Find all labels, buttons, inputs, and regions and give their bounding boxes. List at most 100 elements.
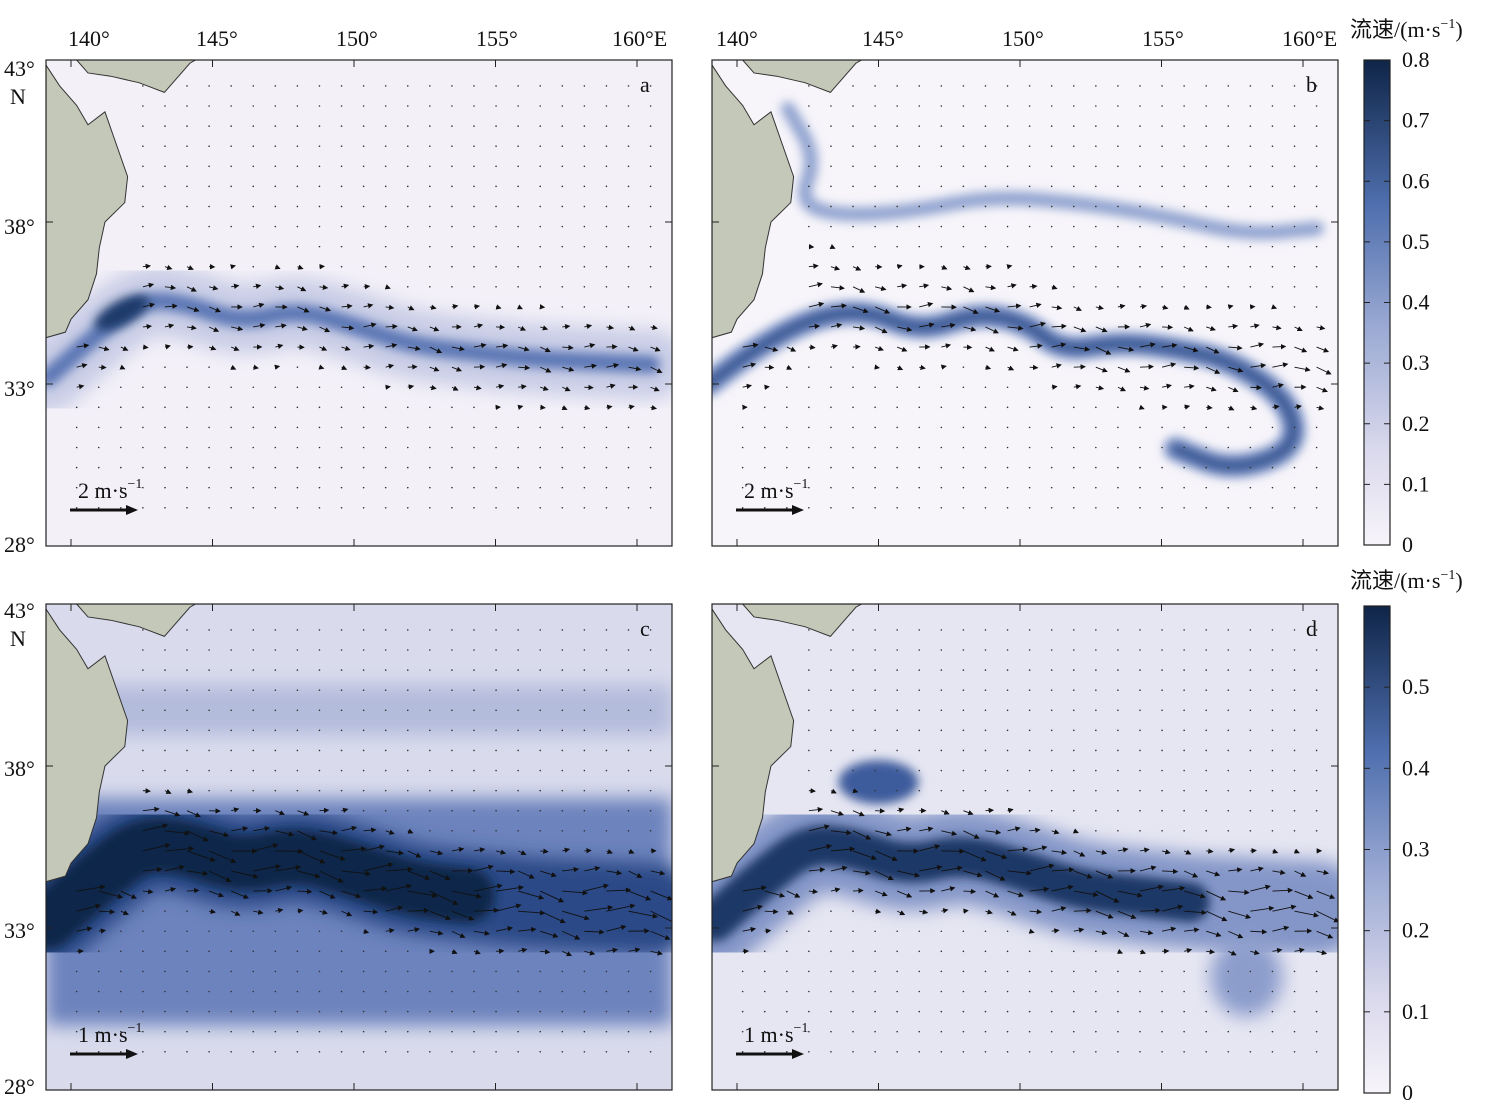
vector-dot [1028, 406, 1031, 409]
vector-arrow [830, 322, 843, 329]
vector-dot [384, 225, 387, 228]
vector-arrow [1272, 869, 1286, 875]
vector-arrow [341, 825, 358, 832]
vector-dot [296, 225, 299, 228]
vector-dot [384, 669, 387, 671]
vector-dot [627, 506, 630, 509]
vector-dot [539, 446, 542, 449]
vector-dot [1271, 769, 1274, 772]
vector-arrow [919, 826, 934, 832]
vector-dot [1072, 125, 1075, 127]
vector-dot [429, 406, 431, 409]
vector-dot [451, 669, 453, 671]
vector-dot [918, 649, 921, 651]
vector-arrow [1228, 366, 1244, 373]
vector-dot [896, 950, 898, 953]
vector-dot [208, 125, 210, 127]
vector-dot [362, 486, 365, 489]
vector-dot [1271, 486, 1274, 489]
vector-dot [362, 769, 365, 772]
vector-dot [164, 486, 166, 489]
vector-dot [1205, 830, 1208, 832]
vector-arrow [764, 928, 772, 934]
vector-dot [649, 729, 652, 732]
vector-dot [362, 950, 365, 953]
vector-dot [918, 145, 921, 147]
vector-dot [1117, 990, 1119, 993]
vector-arrow [897, 283, 908, 289]
vector-dot [1095, 1030, 1097, 1033]
vector-dot [164, 205, 166, 208]
vector-arrow [830, 829, 852, 836]
vector-arrow [275, 830, 295, 837]
vector-dot [1293, 749, 1296, 752]
vector-dot [649, 709, 652, 712]
vector-arrow [1206, 910, 1228, 922]
vector-dot [186, 85, 188, 87]
vector-dot [1227, 286, 1230, 288]
vector-dot [1006, 165, 1009, 168]
vector-arrow [830, 303, 847, 309]
vector-dot [318, 245, 321, 248]
vector-arrow [164, 864, 185, 872]
y-unit-n-top: N [10, 84, 26, 109]
vector-dot [741, 1050, 744, 1053]
vector-dot [252, 1030, 255, 1033]
vector-arrow [742, 926, 757, 933]
vector-dot [429, 990, 431, 993]
reference-vector-head [126, 1049, 138, 1059]
vector-dot [208, 506, 210, 509]
vector-dot [918, 729, 921, 732]
vector-arrow [786, 909, 794, 915]
vector-dot [473, 486, 475, 489]
vector-arrow [429, 326, 440, 332]
vector-arrow [274, 364, 281, 370]
vector-arrow [650, 910, 672, 922]
vector-arrow [1051, 323, 1067, 329]
vector-arrow [164, 323, 175, 329]
vector-dot [1028, 486, 1031, 489]
vector-arrow [496, 885, 524, 892]
panel-a: a2 m·s−1 [45, 59, 673, 547]
vector-dot [962, 930, 965, 933]
vector-dot [495, 486, 497, 489]
vector-dot [429, 1030, 431, 1033]
vector-dot [583, 125, 586, 127]
vector-dot [561, 105, 564, 107]
vector-dot [495, 629, 497, 631]
vector-dot [1028, 709, 1031, 712]
vector-dot [406, 446, 409, 449]
vector-dot [1205, 990, 1208, 993]
vector-arrow [1316, 325, 1326, 331]
vector-dot [296, 709, 299, 712]
vector-dot [852, 486, 854, 489]
vector-arrow [919, 844, 941, 852]
panel-letter: d [1306, 616, 1317, 641]
vector-arrow [1095, 910, 1114, 919]
panel-ticks [712, 603, 1338, 1091]
vector-dot [940, 506, 943, 509]
vector-dot [252, 165, 255, 168]
vector-dot [142, 406, 144, 409]
vector-dot [274, 205, 277, 208]
vector-dot [1095, 729, 1097, 732]
vector-dot [896, 629, 898, 631]
vector-dot [1095, 245, 1097, 248]
vector-dot [384, 145, 387, 147]
vector-arrow [98, 909, 116, 915]
vector-dot [406, 205, 409, 208]
vector-dot [808, 466, 810, 469]
vector-dot [984, 749, 987, 752]
vector-arrow [98, 928, 107, 934]
vector-arrow [1139, 385, 1150, 391]
vector-dot [495, 649, 497, 651]
vector-dot [561, 165, 564, 168]
vector-dot [1271, 225, 1274, 228]
vector-arrow [1072, 828, 1079, 834]
vector-arrow [451, 846, 465, 853]
vector-dot [318, 165, 321, 168]
vector-dot [186, 486, 188, 489]
vector-dot [1183, 1010, 1185, 1013]
vector-dot [318, 950, 321, 953]
vector-arrow [562, 386, 571, 392]
